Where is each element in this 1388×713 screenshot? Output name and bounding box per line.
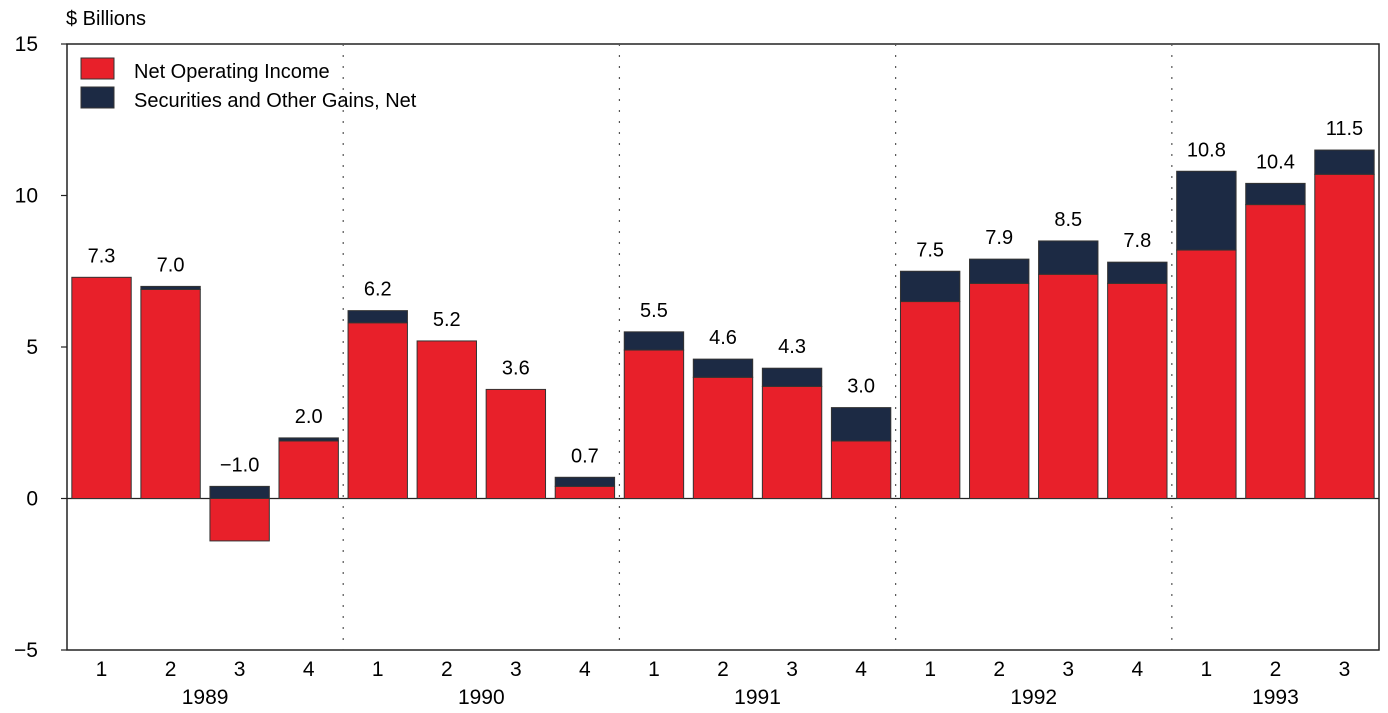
quarter-tick-label: 2 (993, 658, 1005, 681)
bar-net-operating-income (416, 340, 477, 499)
quarter-tick-label: 1 (96, 658, 108, 681)
legend-label-securities-gains: Securities and Other Gains, Net (134, 90, 417, 112)
bar-net-operating-income (485, 388, 547, 500)
bar-net-operating-income (969, 282, 1030, 499)
quarter-tick-label: 3 (1339, 658, 1351, 681)
quarter-tick-label: 3 (1062, 658, 1074, 681)
total-label: 3.6 (502, 357, 530, 379)
quarter-tick-label: 2 (1270, 658, 1282, 681)
quarter-tick-label: 4 (579, 658, 591, 681)
y-tick-label: 15 (15, 33, 38, 56)
legend-label-net-operating-income: Net Operating Income (134, 61, 330, 83)
bar-net-operating-income (71, 276, 132, 499)
bar-net-operating-income (623, 349, 685, 499)
bar-securities-gains (830, 407, 892, 442)
quarter-tick-label: 2 (165, 658, 177, 681)
bar-securities-gains (692, 358, 754, 378)
total-label: 7.9 (985, 227, 1013, 249)
bar-securities-gains (1314, 149, 1375, 175)
bar-net-operating-income (140, 288, 201, 499)
bar-net-operating-income (830, 440, 892, 499)
bar-net-operating-income (1245, 204, 1306, 499)
bar-net-operating-income (209, 498, 270, 542)
bar-securities-gains (623, 331, 685, 351)
quarter-tick-label: 1 (1201, 658, 1213, 681)
bar-securities-gains (1107, 261, 1168, 284)
bar-net-operating-income (761, 385, 823, 500)
total-label: 8.5 (1054, 209, 1082, 231)
bar-net-operating-income (554, 485, 616, 500)
bar-net-operating-income (1314, 173, 1375, 499)
total-label: 2.0 (295, 406, 323, 428)
quarter-tick-label: 4 (303, 658, 315, 681)
year-label-1989: 1989 (182, 686, 229, 709)
total-label: 7.5 (916, 239, 944, 261)
total-label: 10.4 (1256, 151, 1295, 173)
total-label: 7.3 (88, 245, 116, 267)
bar-securities-gains (140, 285, 201, 290)
legend-swatch-net-operating-income (80, 57, 115, 80)
bar-net-operating-income (899, 301, 961, 499)
quarter-tick-label: 1 (372, 658, 384, 681)
y-tick-label: −5 (14, 639, 38, 662)
total-label: 7.8 (1123, 230, 1151, 252)
bar-securities-gains (209, 485, 270, 500)
bar-securities-gains (761, 367, 823, 387)
total-label: 5.5 (640, 300, 668, 322)
bar-net-operating-income (1107, 282, 1168, 499)
bar-net-operating-income (1038, 273, 1099, 499)
bar-securities-gains (278, 437, 339, 442)
total-label: 11.5 (1326, 118, 1363, 140)
quarter-tick-label: 3 (510, 658, 522, 681)
legend: Net Operating Income Securities and Othe… (80, 57, 417, 112)
y-tick-label: 10 (15, 185, 38, 208)
bar-securities-gains (969, 258, 1030, 284)
bar-securities-gains (1038, 240, 1099, 275)
year-label-1992: 1992 (1010, 686, 1057, 709)
y-axis-title: $ Billions (66, 8, 146, 30)
bar-securities-gains (899, 270, 961, 303)
quarter-tick-label: 2 (717, 658, 729, 681)
total-label: 5.2 (433, 309, 461, 331)
year-label-1993: 1993 (1252, 686, 1299, 709)
bar-net-operating-income (347, 322, 408, 500)
total-label: −1.0 (220, 454, 259, 476)
bar-securities-gains (554, 476, 616, 487)
quarter-tick-label: 2 (441, 658, 453, 681)
bar-net-operating-income (692, 376, 754, 499)
quarter-tick-label: 4 (855, 658, 867, 681)
bar-net-operating-income (278, 440, 339, 499)
quarter-tick-label: 4 (1131, 658, 1143, 681)
bar-securities-gains (347, 310, 408, 324)
total-label: 10.8 (1187, 139, 1226, 161)
y-tick-label: 5 (26, 336, 38, 359)
y-tick-label: 0 (26, 488, 38, 511)
total-label: 0.7 (571, 445, 599, 467)
quarter-tick-label: 3 (786, 658, 798, 681)
bar-net-operating-income (1176, 249, 1237, 499)
quarter-tick-label: 1 (648, 658, 660, 681)
total-label: 6.2 (364, 279, 392, 301)
total-label: 3.0 (847, 376, 875, 398)
total-label: 4.6 (709, 327, 737, 349)
total-label: 4.3 (778, 336, 806, 358)
bar-securities-gains (1176, 170, 1237, 251)
bar-securities-gains (1245, 182, 1306, 206)
year-label-1991: 1991 (734, 686, 781, 709)
legend-swatch-securities-gains (80, 86, 115, 109)
total-label: 7.0 (157, 254, 185, 276)
year-label-1990: 1990 (458, 686, 505, 709)
quarter-tick-label: 1 (924, 658, 936, 681)
quarter-tick-label: 3 (234, 658, 246, 681)
